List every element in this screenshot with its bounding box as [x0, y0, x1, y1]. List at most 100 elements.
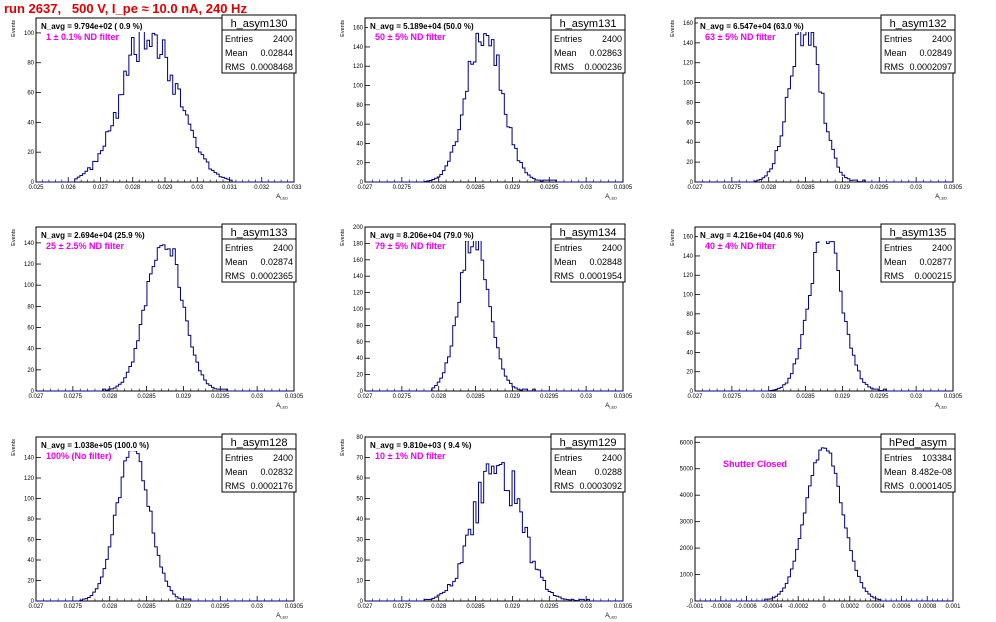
- y-tick-label: 100: [353, 307, 364, 313]
- stats-entries-label: Entries: [884, 453, 913, 463]
- x-tick-label: 0.03: [580, 604, 592, 610]
- page-title: run 2637, 500 V, I_pe ≈ 10.0 nA, 240 Hz: [4, 1, 247, 16]
- x-axis-label-main: A: [605, 194, 609, 200]
- x-tick-label: 0.027: [687, 394, 703, 400]
- y-tick-label: 80: [27, 517, 34, 523]
- histogram-panel-hPed_asym: -0.001 -0.0008 -0.0006 -0.0004 -0.0002 0 0.000…: [680, 433, 961, 610]
- navg-box: [39, 229, 191, 241]
- x-tick-label: 0.029: [176, 394, 192, 400]
- x-tick-label: 0.0006: [892, 604, 911, 610]
- stats-mean-value: 0.02849: [919, 48, 952, 58]
- navg-label: N_avg = 9.810e+03 ( 9.4 %): [370, 441, 472, 450]
- x-tick-label: 0.028: [102, 394, 118, 400]
- histogram-curve: [365, 239, 623, 392]
- y-tick-label: 80: [686, 100, 693, 106]
- histogram-curve: [36, 447, 294, 602]
- histogram-name: hPed_asym: [889, 437, 947, 449]
- x-tick-label: 0.0295: [211, 604, 230, 610]
- stats-mean-label: Mean: [225, 257, 248, 267]
- filter-label: 1 ± 0.1% ND filter: [46, 32, 119, 42]
- histogram-panel-h_asym132: 0.027 0.0275 0.028 0.0285 0.029 0.0295 0.03 0.0…: [670, 14, 963, 201]
- y-tick-label: 20: [356, 373, 363, 379]
- stats-rms-value: 0.0008468: [250, 62, 293, 72]
- y-tick-label: 120: [24, 262, 35, 268]
- x-tick-label: 0.028: [761, 394, 777, 400]
- x-tick-label: 0.0305: [614, 394, 633, 400]
- navg-label: N_avg = 9.794e+02 ( 0.9 %): [41, 22, 143, 31]
- y-axis-label: Events: [11, 229, 17, 246]
- x-tick-label: 0.0305: [944, 394, 963, 400]
- y-tick-label: 0: [360, 180, 364, 186]
- x-tick-label: 0.0295: [211, 394, 230, 400]
- stats-mean-label: Mean: [884, 257, 907, 267]
- stats-rms-label: RMS: [884, 62, 904, 72]
- y-axis-label: Events: [340, 229, 346, 246]
- y-tick-label: 60: [686, 120, 693, 126]
- stats-entries-value: 2400: [273, 34, 293, 44]
- y-tick-label: 200: [353, 225, 364, 231]
- x-tick-label: 0.0295: [870, 185, 889, 191]
- stats-rms-value: 0.0002365: [250, 271, 293, 281]
- y-tick-label: 80: [27, 61, 34, 67]
- navg-label: N_avg = 6.547e+04 (63.0 %): [700, 22, 804, 31]
- y-tick-label: 40: [356, 141, 363, 147]
- stats-rms-value: 0.0002097: [909, 62, 952, 72]
- x-tick-label: 0.0285: [137, 604, 156, 610]
- x-axis-label: ALED: [605, 403, 617, 410]
- navg-box: [39, 20, 191, 32]
- x-axis-label: ALED: [605, 194, 617, 201]
- plot-frame: [35, 226, 295, 392]
- y-tick-label: 6000: [680, 440, 694, 446]
- x-axis-label: ALED: [276, 613, 288, 620]
- y-tick-label: 60: [356, 122, 363, 128]
- x-tick-label: 0.027: [28, 604, 44, 610]
- y-tick-label: 140: [353, 45, 364, 51]
- x-axis-label-main: A: [605, 613, 609, 619]
- y-tick-label: 80: [27, 304, 34, 310]
- x-axis-label-sub: LED: [280, 196, 288, 201]
- x-tick-label: 0.0275: [64, 604, 83, 610]
- y-tick-label: 40: [27, 120, 34, 126]
- stats-mean-label: Mean: [554, 48, 577, 58]
- filter-label: Shutter Closed: [723, 459, 787, 469]
- y-tick-label: 100: [24, 283, 35, 289]
- x-tick-label: 0.029: [835, 394, 851, 400]
- stats-entries-label: Entries: [225, 453, 254, 463]
- histogram-panel-h_asym131: 0.027 0.0275 0.028 0.0285 0.029 0.0295 0.03 0.0…: [340, 14, 633, 201]
- stats-box: [550, 433, 626, 493]
- x-tick-label: 0.025: [28, 185, 44, 191]
- y-tick-label: 80: [356, 103, 363, 109]
- stats-mean-value: 0.02877: [919, 257, 952, 267]
- x-axis-label: ALED: [935, 194, 947, 201]
- histogram-curve: [365, 32, 623, 183]
- y-tick-label: 0: [690, 599, 694, 605]
- y-tick-label: 80: [686, 312, 693, 318]
- stats-box: [880, 223, 956, 283]
- x-tick-label: 0.029: [505, 185, 521, 191]
- stats-entries-value: 2400: [602, 453, 622, 463]
- y-tick-label: 0: [690, 389, 694, 395]
- x-axis-label-sub: LED: [609, 196, 617, 201]
- y-tick-label: 40: [686, 140, 693, 146]
- x-tick-label: 0.03: [580, 394, 592, 400]
- stats-rms-value: 0.000236: [584, 62, 622, 72]
- y-tick-label: 10: [356, 579, 363, 585]
- y-tick-label: 100: [683, 81, 694, 87]
- x-tick-label: 0.026: [61, 185, 77, 191]
- navg-label: N_avg = 8.206e+04 (79.0 %): [370, 231, 474, 240]
- x-axis-label-main: A: [276, 613, 280, 619]
- x-tick-label: 0.0275: [64, 394, 83, 400]
- x-tick-label: 0.0275: [393, 394, 412, 400]
- histogram-curve: [36, 244, 294, 392]
- y-tick-label: 3000: [680, 520, 694, 526]
- stats-rms-label: RMS: [225, 62, 245, 72]
- stats-entries-label: Entries: [884, 243, 913, 253]
- stats-box: [880, 14, 956, 74]
- stats-mean-value: 0.02832: [260, 467, 293, 477]
- x-tick-label: 0.0305: [614, 185, 633, 191]
- x-tick-label: 0.0295: [870, 394, 889, 400]
- plot-frame: [694, 226, 954, 392]
- y-tick-label: 140: [683, 41, 694, 47]
- stats-entries-value: 2400: [602, 34, 622, 44]
